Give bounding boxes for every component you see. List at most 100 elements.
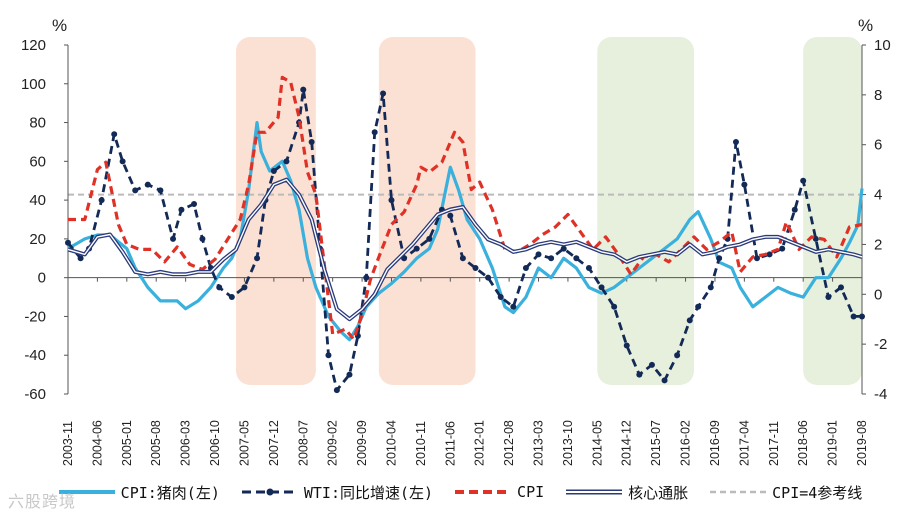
legend-swatch-core (566, 489, 623, 495)
watermark: 六股跨境 (8, 492, 77, 511)
x-tick-label: 2017-04 (737, 420, 751, 466)
x-tick-label: 2012-01 (473, 420, 487, 466)
right-tick-label: 8 (874, 87, 882, 104)
series-1-point (695, 303, 702, 310)
x-tick-label: 2017-11 (767, 421, 781, 466)
legend-swatch-pork (58, 490, 115, 494)
series-0-line (67, 121, 864, 342)
x-tick-label: 2003-11 (61, 421, 75, 466)
x-tick-label: 2013-10 (561, 420, 575, 466)
legend-item-pork-cpi: CPI:猪肉(左) (57, 482, 220, 503)
series-1-point (363, 274, 370, 281)
series-1-point (510, 303, 517, 310)
x-tick-label: 2006-10 (208, 420, 222, 466)
series-1-point (850, 313, 857, 320)
right-tick-label: -2 (874, 336, 887, 353)
series-1-point (674, 352, 681, 359)
x-tick-label: 2015-07 (649, 420, 663, 466)
series-1-point (585, 264, 592, 271)
x-tick-label: 2014-05 (590, 420, 604, 466)
left-tick-label: 40 (29, 192, 46, 209)
right-axis-unit: % (858, 16, 873, 35)
series-1-point (178, 206, 185, 213)
series-1-point (270, 168, 277, 175)
series-1-point (388, 197, 395, 204)
x-tick-label: 2004-06 (90, 420, 104, 466)
shaded-region-1 (378, 37, 476, 385)
x-tick-label: 2016-09 (708, 420, 722, 466)
series-1-point (241, 284, 248, 291)
series-1-point (144, 181, 151, 188)
series-1-point (426, 235, 433, 242)
left-tick-label: 20 (29, 231, 46, 248)
legend-item-core-inflation: 核心通胀 (564, 482, 688, 503)
x-tick-label: 2012-08 (502, 420, 516, 466)
legend-label: CPI:猪肉(左) (120, 483, 220, 502)
legend-swatch-cpi (455, 490, 512, 494)
series-1-point (535, 251, 542, 258)
right-tick-label: 10 (874, 37, 891, 54)
x-tick-label: 2006-03 (179, 420, 193, 466)
shaded-regions (236, 37, 862, 385)
left-axis-unit: % (52, 16, 67, 35)
series-1-point (371, 129, 378, 136)
series-1-point (283, 158, 290, 165)
axis-labels: 120100806040200-20-40-601086420-2-42003-… (21, 37, 891, 466)
series-1-point (859, 313, 865, 320)
series-1-point (812, 235, 819, 242)
series-1-point (77, 255, 84, 262)
series-1-point (447, 212, 454, 219)
series-1-point (119, 158, 126, 165)
x-tick-label: 2009-02 (326, 420, 340, 466)
left-tick-label: 0 (38, 270, 46, 287)
series-1-point (560, 245, 567, 252)
legend-item-cpi-reference: CPI=4参考线 (708, 482, 862, 503)
series-1-point (598, 284, 605, 291)
series-1-point (157, 187, 164, 194)
series-1-point (191, 200, 198, 207)
series-1-point (199, 235, 206, 242)
series-1-point (216, 284, 223, 291)
x-tick-label: 2005-08 (149, 420, 163, 466)
series-1-point (837, 284, 844, 291)
x-tick-label: 2014-12 (620, 420, 634, 466)
right-tick-label: 4 (874, 187, 882, 204)
series-1-point (65, 239, 71, 246)
right-tick-label: 6 (874, 137, 882, 154)
series-1-point (732, 138, 739, 145)
series-1-point (111, 131, 118, 138)
series-1-point (308, 138, 315, 145)
series-1-point (254, 255, 261, 262)
legend: CPI:猪肉(左) WTI:同比增速(左) CPI 核心通胀 CPI=4参考线 (0, 478, 919, 506)
legend-label: CPI (517, 483, 545, 501)
left-tick-label: 80 (29, 115, 46, 132)
x-tick-label: 2010-11 (414, 421, 428, 466)
series-1-point (170, 235, 177, 242)
legend-swatch-reference (710, 490, 767, 494)
x-tick-label: 2009-09 (355, 420, 369, 466)
legend-label: 核心通胀 (628, 483, 689, 502)
axes (64, 44, 866, 395)
legend-item-wti: WTI:同比增速(左) (240, 482, 433, 503)
series-1-point (611, 303, 618, 310)
x-tick-label: 2008-07 (296, 420, 310, 466)
x-tick-label: 2016-02 (679, 420, 693, 466)
shaded-region-2 (597, 37, 694, 385)
legend-label: WTI:同比增速(左) (303, 483, 434, 502)
series-1-point (485, 274, 492, 281)
series-1-point (413, 245, 420, 252)
series-1-point (753, 255, 760, 262)
series-1-point (459, 255, 466, 262)
series-1-point (333, 387, 340, 394)
legend-swatch-wti (241, 488, 298, 496)
series-1-point (800, 177, 807, 184)
series-1-point (661, 377, 668, 384)
left-tick-label: 120 (21, 37, 46, 54)
series-1-point (472, 264, 479, 271)
series-1-point (648, 361, 655, 368)
x-tick-label: 2005-01 (120, 420, 134, 466)
left-tick-label: -40 (24, 347, 46, 364)
series-1-point (741, 181, 748, 188)
series-1-point (716, 255, 723, 262)
